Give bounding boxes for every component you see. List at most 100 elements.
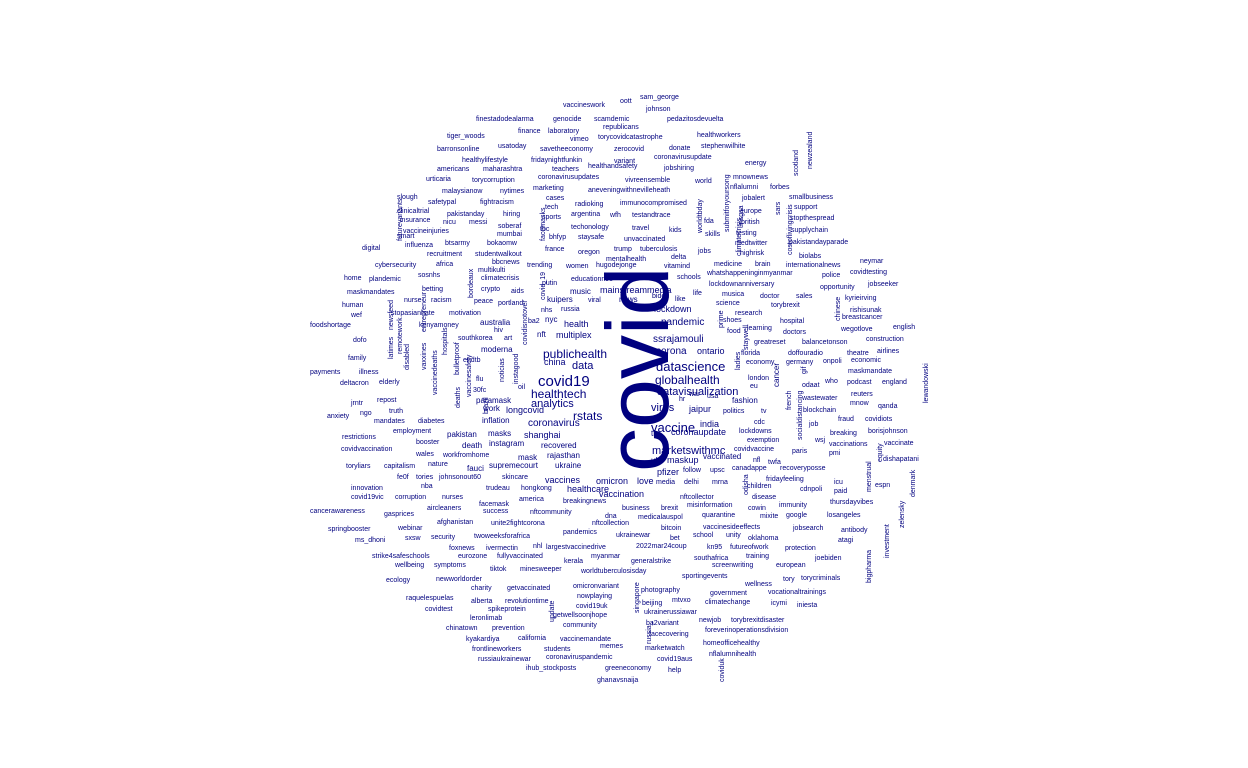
cloud-word: nhl	[533, 543, 543, 550]
cloud-word: delta	[671, 254, 687, 261]
cloud-word: toryliars	[346, 463, 371, 470]
cloud-word: climatecrisis_	[736, 213, 743, 256]
cloud-word: betting	[422, 286, 444, 293]
cloud-word: publichealth	[543, 347, 608, 361]
cloud-word: influenza	[405, 242, 434, 249]
cloud-word: russia	[561, 306, 580, 313]
cloud-word: british	[741, 219, 760, 226]
cloud-word: futurevariants	[397, 198, 404, 241]
cloud-word: newworldorder	[436, 576, 482, 583]
cloud-word: medicine	[714, 261, 743, 268]
cloud-word: instagram	[489, 439, 525, 448]
cloud-word: whatshappeninginmyanmar	[707, 270, 793, 277]
cloud-word: ba2	[528, 318, 540, 325]
cloud-word: anxiety	[327, 413, 350, 420]
cloud-word: torycriminals	[801, 575, 841, 582]
cloud-word: eu	[750, 383, 758, 390]
cloud-word: crypto	[481, 286, 501, 293]
cloud-word: leronlimab	[470, 615, 503, 622]
cloud-word: tb	[651, 429, 658, 438]
cloud-word: staywell	[743, 325, 750, 350]
cloud-word: australia	[480, 318, 511, 327]
cloud-word: ngo	[360, 410, 372, 417]
cloud-word: tv	[761, 408, 767, 415]
cloud-word: blockchain	[803, 407, 837, 414]
cloud-word: vaccination	[599, 489, 645, 499]
cloud-word: mnow	[850, 400, 869, 407]
cloud-word: cancerawareness	[310, 508, 365, 515]
cloud-word: workfromhome	[443, 452, 490, 459]
cloud-word: noticias	[499, 358, 506, 382]
cloud-word: newsfeed	[388, 300, 395, 330]
cloud-word: frontlineworkers	[472, 646, 522, 653]
cloud-word: singapore	[634, 582, 641, 613]
cloud-word: pedazitosdevuelta	[667, 116, 724, 123]
cloud-word: teachers	[552, 166, 579, 173]
cloud-word: nfl	[753, 457, 761, 464]
cloud-word: india	[700, 419, 720, 429]
cloud-word: lockdown	[654, 304, 692, 314]
cloud-word: airlines	[877, 348, 900, 355]
cloud-word: globalhealth	[655, 373, 720, 387]
cloud-word: iniesta	[797, 602, 818, 609]
cloud-word: greeneconomy	[605, 665, 652, 672]
cloud-word: wellbeing	[395, 562, 425, 569]
cloud-word: insurance	[400, 217, 431, 224]
cloud-word: marketswithmc	[652, 445, 726, 457]
cloud-word: covid19aus	[657, 656, 693, 663]
cloud-word: laboratory	[548, 128, 580, 135]
cloud-word: dofo	[353, 337, 367, 344]
cloud-word: vaccinations	[829, 441, 868, 448]
cloud-word: techonology	[571, 224, 609, 231]
cloud-word: biolabs	[799, 253, 822, 260]
cloud-word: nurses	[442, 494, 464, 501]
cloud-word: bordeaux	[468, 268, 475, 298]
cloud-word: oregon	[578, 249, 600, 256]
cloud-word: england	[882, 379, 907, 386]
cloud-word: help	[668, 667, 682, 674]
cloud-word: coronavirusupdates	[538, 174, 600, 181]
cloud-word: healthtech	[531, 387, 587, 401]
cloud-word: cybersecurity	[375, 262, 417, 269]
cloud-word: employment	[393, 428, 432, 435]
cloud-word: corona	[656, 346, 687, 357]
cloud-word: nflalumnihealth	[709, 651, 757, 658]
cloud-word: nicu	[443, 219, 456, 226]
cloud-word: paris	[792, 448, 808, 455]
cloud-word: covid19	[538, 373, 590, 390]
cloud-word: nowplaying	[577, 593, 613, 600]
cloud-word: omicron	[596, 476, 629, 486]
cloud-word: police	[822, 272, 841, 279]
cloud-word: protection	[785, 545, 816, 552]
cloud-word: barronsonline	[437, 146, 480, 153]
cloud-word: covidvaccination	[341, 446, 393, 453]
cloud-word: motivation	[449, 310, 481, 317]
cloud-word: disease	[752, 494, 777, 501]
cloud-word: nftcommunity	[530, 509, 572, 516]
cloud-word: construction	[866, 336, 904, 343]
cloud-word: london	[748, 375, 770, 382]
cloud-word: equity	[877, 443, 884, 462]
cloud-word: economy	[746, 359, 775, 366]
cloud-word: africa	[436, 261, 454, 268]
cloud-word: covid_19	[540, 271, 547, 300]
cloud-word: vaccinemandate	[560, 636, 611, 643]
cloud-word: restrictions	[342, 434, 376, 441]
cloud-word: worldtuberculosisday	[581, 568, 647, 575]
cloud-word: sosnhs	[418, 272, 441, 279]
cloud-word: southkorea	[458, 335, 493, 342]
cloud-word: family	[348, 355, 367, 362]
cloud-word: soberaf	[498, 223, 522, 230]
cloud-word: pfizer	[657, 467, 680, 477]
cloud-word: english	[893, 324, 916, 331]
cloud-word: marketing	[533, 185, 564, 192]
cloud-word: futureofwork	[730, 544, 769, 551]
cloud-word: raquelespuelas	[406, 595, 454, 602]
cloud-word: economic	[851, 357, 881, 364]
cloud-word: corruption	[395, 494, 427, 501]
cloud-word: bitcoin	[661, 525, 682, 532]
cloud-word: aneveningwithnevilleheath	[588, 187, 671, 194]
cloud-word: symptoms	[434, 562, 466, 569]
cloud-word: kyrieirving	[845, 295, 877, 302]
cloud-word: supplychain	[791, 227, 828, 234]
